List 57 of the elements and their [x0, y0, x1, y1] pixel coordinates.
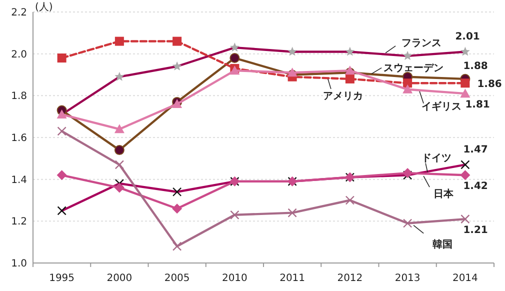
- point: [402, 168, 413, 178]
- series-label: 日本: [434, 188, 455, 200]
- point: [114, 182, 124, 193]
- point: [345, 196, 355, 205]
- series-label: フランス: [402, 38, 442, 49]
- x-tick-label: 2011: [280, 273, 306, 284]
- point: [460, 170, 470, 180]
- point: [403, 78, 412, 88]
- point: [230, 53, 240, 64]
- x-tick-label: 2000: [106, 273, 132, 284]
- point: [402, 218, 412, 228]
- data-label: 1.42: [463, 181, 488, 192]
- data-label: 1.86: [477, 79, 502, 90]
- point: [402, 84, 413, 94]
- x-tick-label: 2012: [337, 273, 363, 284]
- x-tick-label: 2014: [452, 273, 478, 284]
- series-label: スウェーデン: [384, 62, 444, 74]
- y-tick-label: 2.0: [11, 49, 27, 60]
- y-tick-label: 2.2: [11, 8, 27, 18]
- point: [57, 54, 66, 63]
- series-label: アメリカ: [322, 90, 363, 102]
- data-label: 1.81: [465, 100, 490, 111]
- data-label: 1.21: [463, 225, 488, 236]
- point: [56, 170, 67, 180]
- point: [460, 214, 470, 224]
- data-label: 1.47: [463, 144, 488, 156]
- y-tick-label: 1.6: [11, 133, 27, 144]
- x-tick-label: 2013: [394, 273, 420, 284]
- x-tick-label: 2005: [164, 273, 190, 284]
- point: [172, 204, 182, 214]
- point: [114, 124, 124, 134]
- point: [114, 36, 124, 46]
- point: [230, 210, 240, 220]
- point: [172, 99, 182, 108]
- point: [172, 242, 182, 251]
- point: [460, 88, 470, 98]
- point: [57, 126, 66, 136]
- point: [460, 78, 470, 88]
- y-axis-title: (人): [35, 2, 53, 13]
- x-tick-label: 2010: [222, 273, 248, 284]
- point: [172, 36, 182, 46]
- point: [114, 160, 124, 170]
- y-tick-label: 1.8: [11, 91, 27, 102]
- y-tick-label: 1.4: [11, 174, 27, 186]
- series-label: ドイツ: [422, 153, 452, 164]
- point: [344, 66, 355, 75]
- x-tick-label: 1995: [49, 273, 75, 284]
- y-tick-label: 1.0: [11, 258, 27, 270]
- series-label: イギリス: [422, 100, 462, 112]
- series-label: 韓国: [432, 238, 453, 250]
- point: [114, 145, 124, 156]
- point: [287, 68, 298, 77]
- y-tick-label: 1.2: [11, 216, 27, 228]
- point: [288, 208, 297, 218]
- data-label: 2.01: [455, 32, 480, 43]
- point: [345, 74, 354, 84]
- data-label: 1.88: [463, 60, 488, 72]
